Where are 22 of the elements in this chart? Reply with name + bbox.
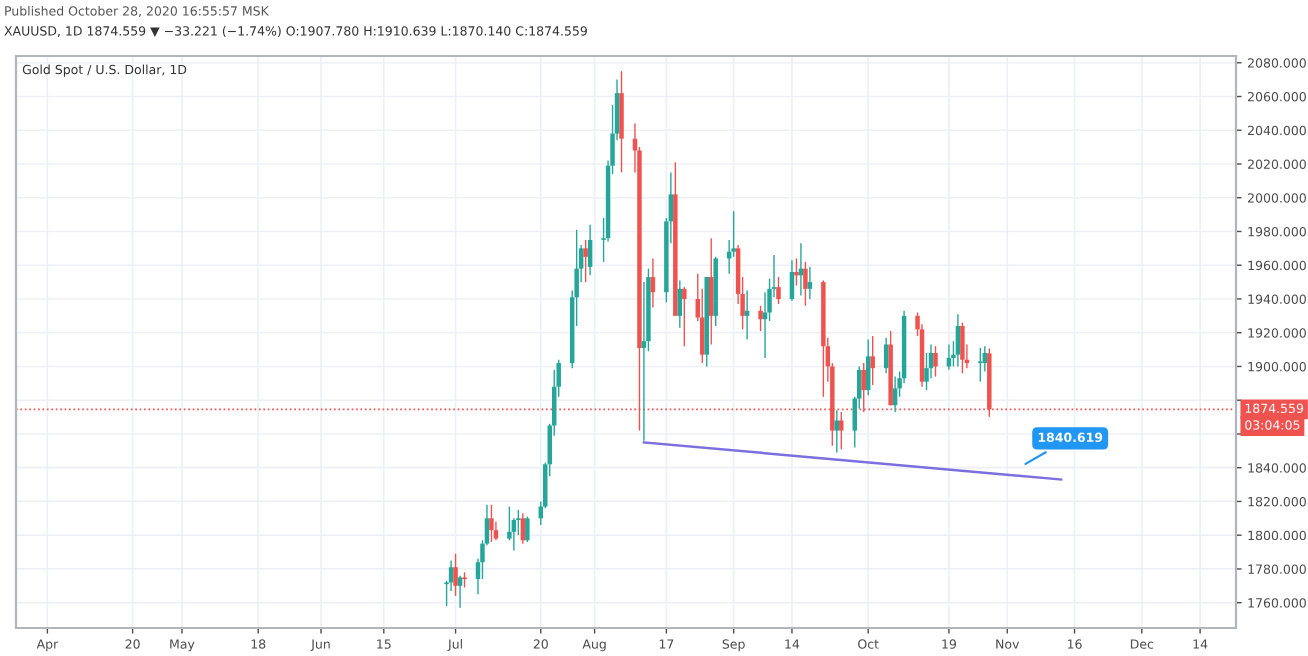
candlestick — [708, 237, 714, 346]
candlestick — [457, 574, 463, 609]
candlestick — [489, 504, 494, 543]
candlestick — [776, 276, 781, 305]
candlestick — [960, 321, 965, 374]
candlestick — [525, 515, 530, 543]
candlestick — [794, 257, 799, 287]
candlestick — [807, 266, 813, 300]
candlestick — [865, 338, 871, 396]
candlestick — [870, 335, 875, 386]
candlestick — [978, 347, 983, 383]
candlestick — [933, 345, 938, 378]
candlestick — [682, 286, 687, 347]
candlestick — [453, 553, 458, 597]
candlestick — [803, 261, 808, 307]
candlestick — [758, 305, 763, 332]
candlestick — [619, 70, 624, 174]
candlestick — [839, 411, 844, 450]
candlestick — [583, 239, 588, 283]
candlestick — [520, 512, 526, 545]
candlestick — [924, 352, 929, 391]
candlestick — [955, 313, 961, 368]
